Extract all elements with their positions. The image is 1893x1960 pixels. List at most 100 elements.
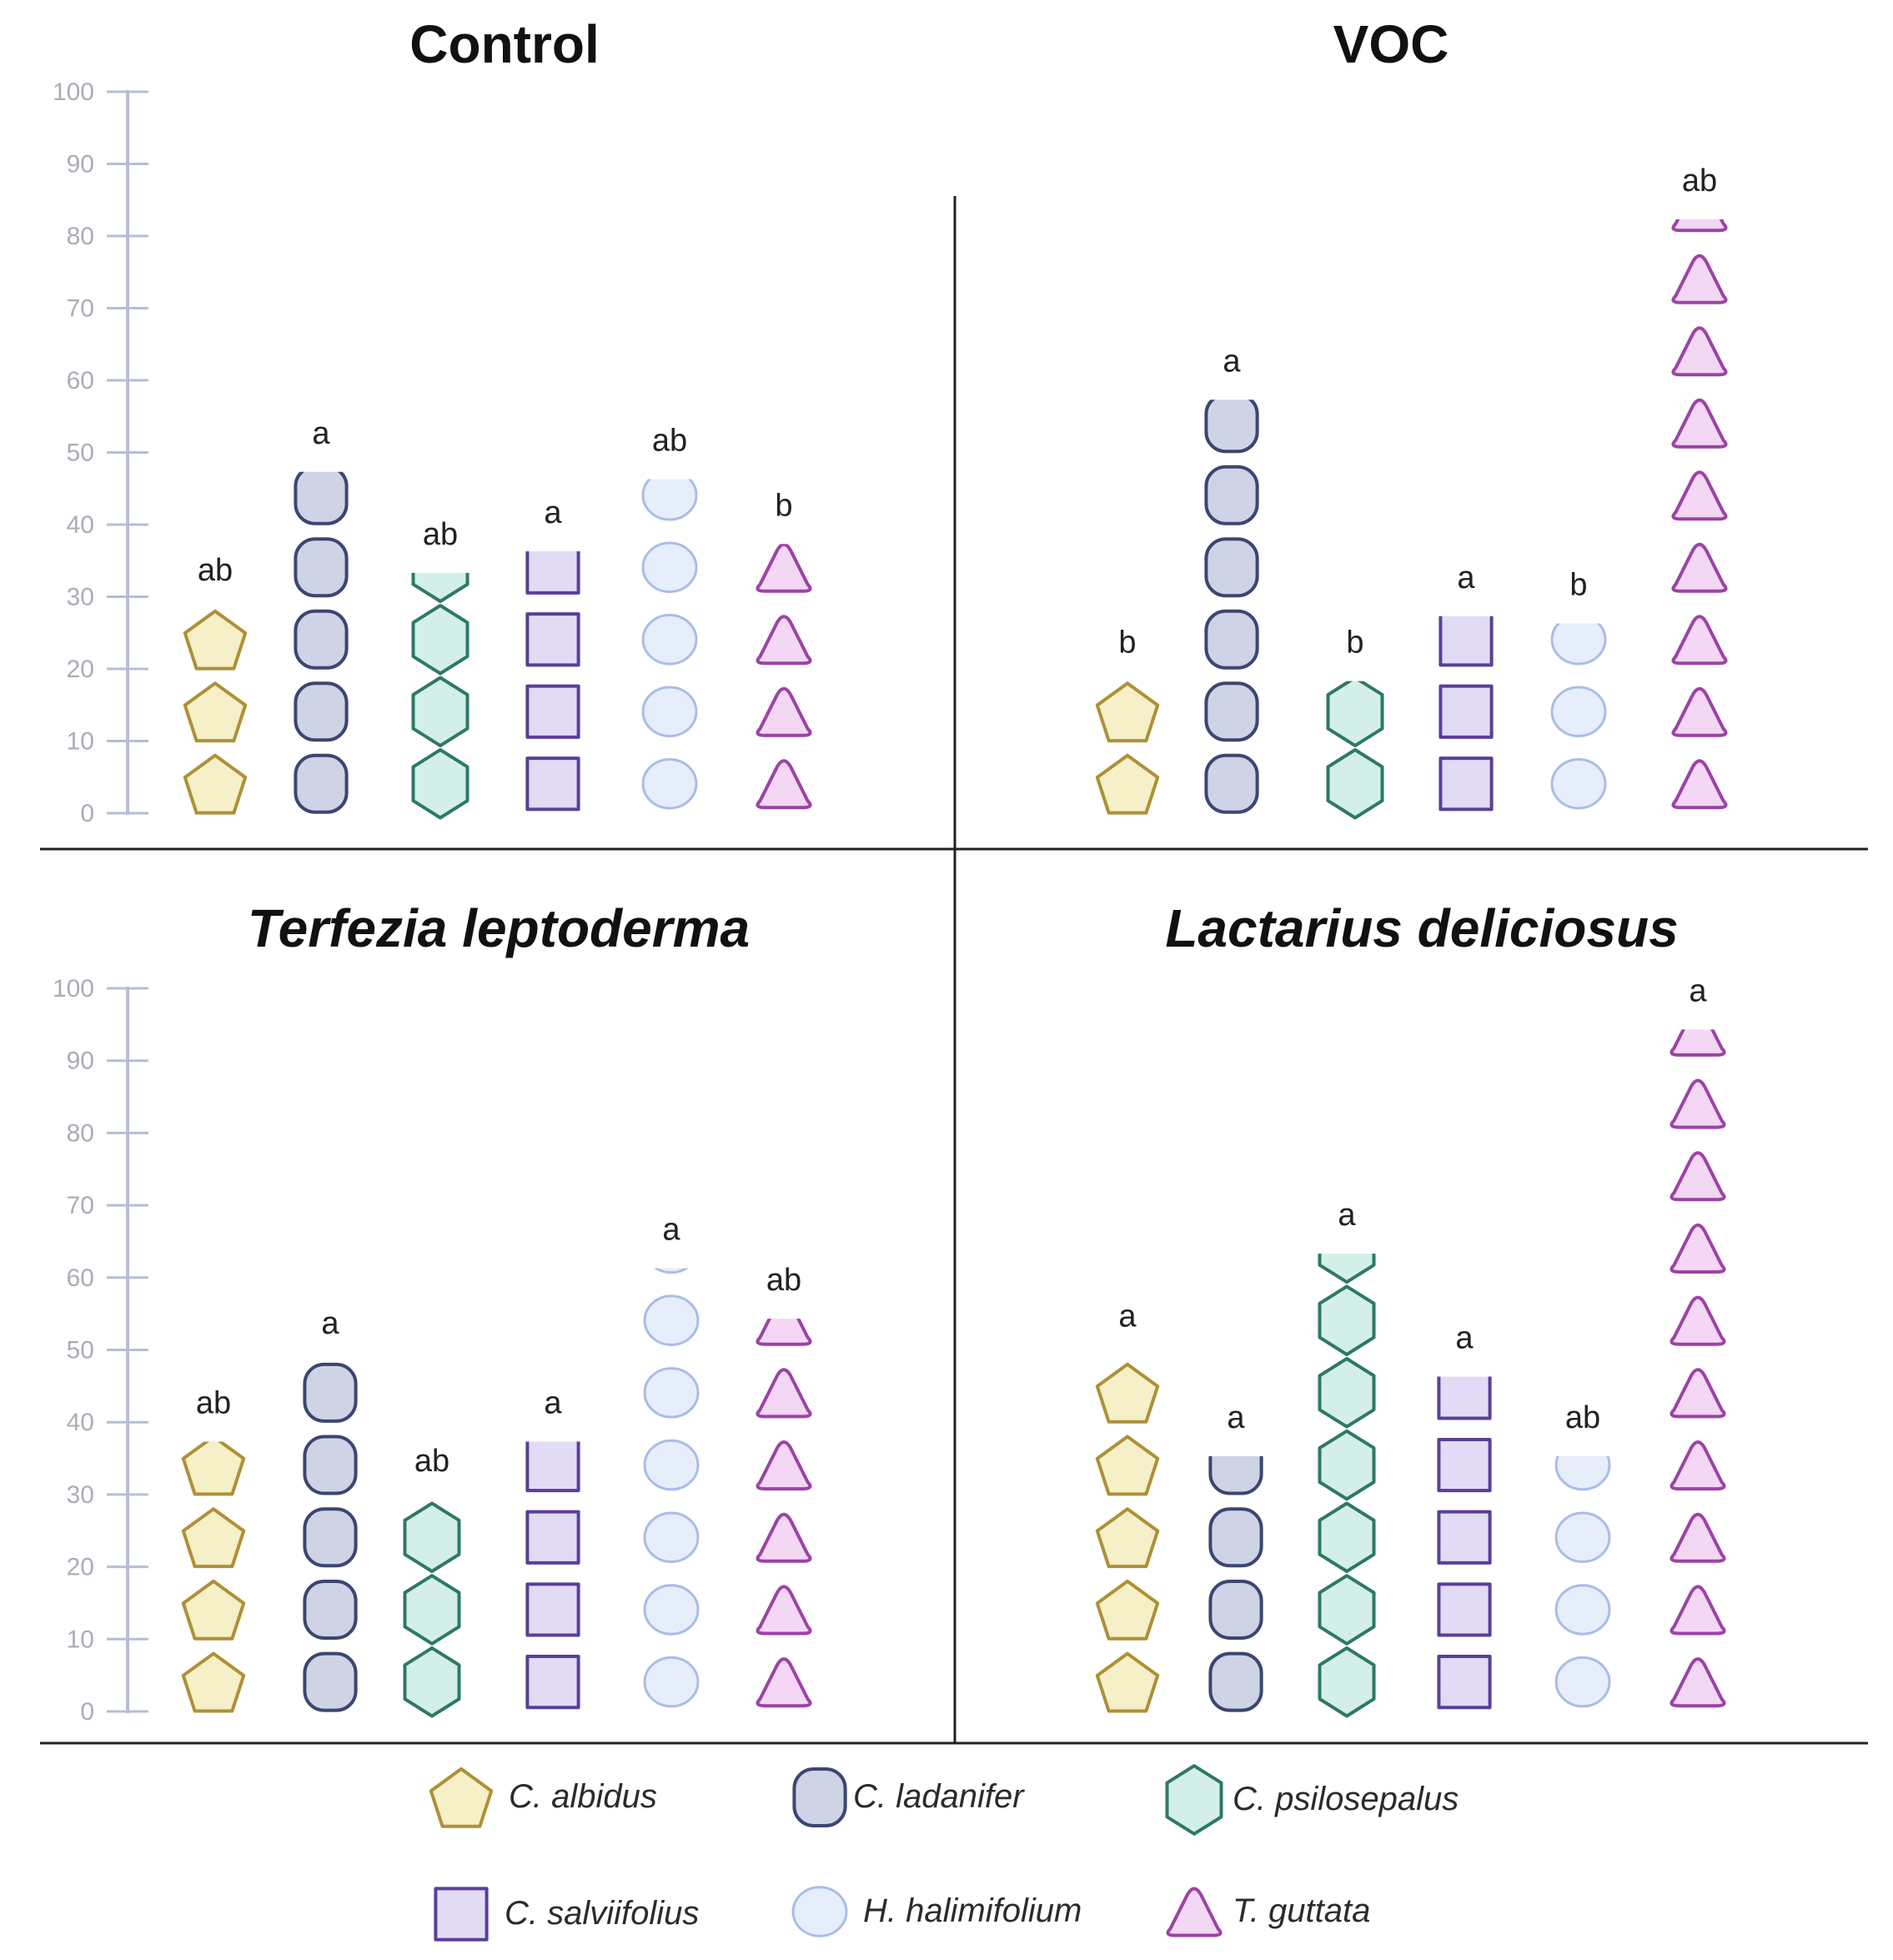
partial-icon-group: [303, 1362, 358, 1423]
bar-c-salviifolius: a: [525, 495, 580, 812]
pictogram-icon-t-guttata: [1670, 1512, 1726, 1563]
legend-label: H. halimifolium: [863, 1892, 1082, 1929]
pictogram-icon-t-guttata: [756, 1512, 812, 1563]
bar-c-albidus: a: [1095, 1299, 1160, 1713]
pictogram-icon-t-guttata: [1671, 686, 1728, 737]
legend-ellipse-icon: [791, 1886, 848, 1937]
pictogram-icon-c-psilosepalus: [1318, 1646, 1376, 1718]
legend-label: T. guttata: [1233, 1892, 1370, 1929]
pictogram-icon-c-salviifolius: [1437, 1510, 1492, 1565]
partial-icon-group: [1437, 1376, 1492, 1420]
pictogram-icon-c-psilosepalus: [1318, 1501, 1376, 1573]
pictogram-icon-t-guttata: [1670, 1151, 1726, 1202]
bar-h-halimifolium: ab: [641, 423, 698, 810]
bar-t-guttata: a: [1670, 973, 1726, 1708]
partial-pictogram-icon-t-guttata: [756, 544, 812, 593]
partial-icon-group: [411, 572, 469, 603]
pictogram-icon-c-salviifolius: [525, 756, 580, 812]
bar-c-psilosepalus: ab: [411, 517, 469, 820]
partial-icon-group: [1550, 623, 1607, 666]
y-axis: 0 10 20 30 40 50 60 70 80 90 100: [53, 78, 148, 827]
legend-item-c-psilosepalus: C. psilosepalus: [1165, 1764, 1459, 1836]
bar-c-ladanifer: a: [1204, 344, 1259, 814]
pictogram-icon-c-ladanifer: [294, 609, 349, 670]
y-tick-label: 0: [80, 1698, 94, 1726]
partial-pictogram-icon-c-ladanifer: [1204, 400, 1259, 454]
pictogram-icon-c-psilosepalus: [403, 1646, 461, 1718]
significance-letter: a: [544, 1386, 562, 1421]
pictogram-icon-t-guttata: [1670, 1657, 1726, 1708]
pictogram-icon-t-guttata: [756, 759, 812, 810]
partial-pictogram-icon-c-salviifolius: [1439, 616, 1494, 667]
significance-letter: ab: [196, 1386, 231, 1421]
pictogram-icon-t-guttata: [756, 1368, 812, 1419]
partial-icon-group: [1095, 681, 1160, 743]
y-tick-label: 80: [67, 1119, 94, 1147]
pictogram-icon-h-halimifolium: [643, 1367, 700, 1419]
pictogram-icon-h-halimifolium: [643, 1294, 700, 1346]
partial-icon-group: [1554, 1455, 1611, 1491]
panel-title: VOC: [1333, 14, 1449, 74]
bar-c-salviifolius: a: [525, 1386, 580, 1710]
significance-letter: a: [1689, 973, 1707, 1008]
partial-icon-group: [654, 1268, 689, 1274]
pictogram-icon-c-albidus: [1095, 1435, 1160, 1496]
pictogram-icon-h-halimifolium: [1550, 686, 1607, 737]
significance-letter: a: [1455, 1321, 1474, 1356]
pictogram-icon-c-psilosepalus: [1326, 748, 1384, 820]
pictogram-icon-c-albidus: [1095, 1362, 1160, 1424]
significance-letter: b: [775, 488, 792, 523]
pictogram-icon-c-psilosepalus: [403, 1501, 461, 1573]
pictogram-icon-t-guttata: [1671, 254, 1728, 304]
pictogram-icon-c-ladanifer: [1204, 681, 1259, 742]
partial-pictogram-icon-c-psilosepalus: [1318, 1254, 1376, 1284]
legend-hexagon-icon: [1165, 1764, 1223, 1836]
significance-letter: a: [1227, 1400, 1245, 1435]
pictogram-icon-t-guttata: [756, 615, 812, 666]
pictogram-icon-c-ladanifer: [1204, 609, 1259, 670]
pictogram-icon-h-halimifolium: [643, 1511, 700, 1563]
pictogram-icon-c-ladanifer: [1208, 1651, 1263, 1712]
partial-pictogram-icon-c-ladanifer: [303, 1362, 358, 1423]
pictogram-icon-c-psilosepalus: [1318, 1284, 1376, 1356]
panel-control: Control 0 10 20 30 40 50 60 70 80 90 100 ab a ab a ab b: [53, 14, 812, 827]
significance-letter: b: [1346, 626, 1363, 661]
partial-pictogram-icon-h-halimifolium: [1554, 1455, 1611, 1491]
significance-letter: ab: [652, 423, 687, 458]
y-tick-label: 70: [67, 1192, 94, 1219]
significance-letter: a: [321, 1306, 339, 1341]
partial-pictogram-icon-c-albidus: [1095, 681, 1160, 743]
pictogram-icon-t-guttata: [1671, 398, 1728, 449]
bar-c-psilosepalus: b: [1326, 626, 1384, 820]
partial-pictogram-icon-h-halimifolium: [1550, 623, 1607, 666]
pictogram-icon-h-halimifolium: [1554, 1656, 1611, 1708]
pictogram-icon-c-ladanifer: [294, 753, 349, 814]
pictogram-icon-c-ladanifer: [294, 537, 349, 598]
partial-icon-group: [181, 1441, 246, 1496]
partial-pictogram-icon-c-ladanifer: [294, 471, 349, 525]
pictogram-icon-t-guttata: [1671, 326, 1728, 377]
y-tick-label: 20: [67, 656, 94, 683]
pictogram-icon-h-halimifolium: [1554, 1584, 1611, 1636]
bar-t-guttata: ab: [756, 1263, 812, 1708]
legend: C. albidus C. ladanifer C. psilosepalus C. …: [429, 1764, 1459, 1942]
significance-letter: ab: [198, 553, 233, 588]
panel-title: Lactarius deliciosus: [1165, 898, 1678, 958]
legend-label: C. psilosepalus: [1233, 1781, 1459, 1817]
legend-rounded-square-icon: [792, 1767, 847, 1827]
partial-pictogram-icon-t-guttata: [1671, 219, 1728, 233]
pictogram-icon-c-albidus: [1095, 753, 1160, 815]
pictogram-icon-t-guttata: [1671, 615, 1728, 666]
pictogram-icon-c-albidus: [183, 753, 248, 815]
pictogram-icon-c-psilosepalus: [1318, 1357, 1376, 1429]
pictogram-icon-c-psilosepalus: [411, 604, 469, 676]
pictogram-icon-c-ladanifer: [1204, 753, 1259, 814]
bar-c-psilosepalus: ab: [403, 1444, 461, 1718]
pictogram-icon-c-albidus: [1095, 1651, 1160, 1713]
legend-square-icon: [434, 1887, 489, 1942]
bar-c-ladanifer: a: [303, 1306, 358, 1712]
y-tick-label: 10: [67, 728, 94, 756]
significance-letter: b: [1569, 567, 1587, 602]
legend-label: C. albidus: [509, 1778, 657, 1815]
